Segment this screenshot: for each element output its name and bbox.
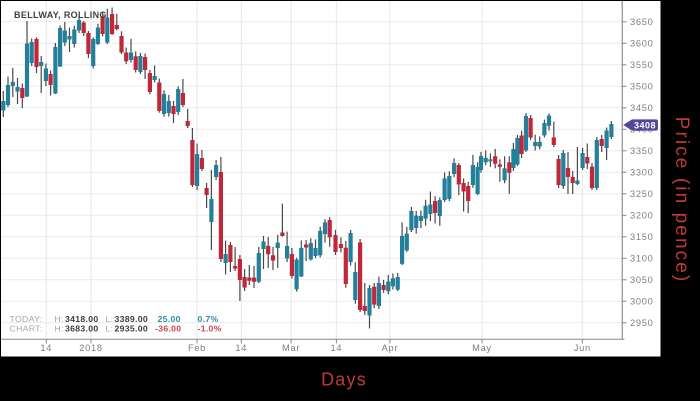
svg-text:3300: 3300 — [630, 168, 653, 178]
svg-text:Mar: Mar — [282, 343, 300, 353]
svg-text:3550: 3550 — [630, 60, 653, 70]
svg-text:L:: L: — [106, 324, 114, 334]
svg-text:3250: 3250 — [630, 189, 653, 199]
svg-text:CHART:: CHART: — [10, 324, 43, 334]
svg-text:3600: 3600 — [630, 39, 653, 49]
svg-text:14: 14 — [40, 343, 52, 353]
svg-text:3650: 3650 — [630, 17, 653, 27]
svg-text:3408: 3408 — [634, 120, 656, 130]
svg-text:May: May — [472, 343, 492, 353]
svg-text:-1.0%: -1.0% — [198, 324, 222, 334]
svg-text:3500: 3500 — [630, 82, 653, 92]
svg-text:2950: 2950 — [630, 318, 653, 328]
svg-text:TODAY:: TODAY: — [10, 314, 43, 324]
svg-text:2935.00: 2935.00 — [115, 324, 149, 334]
svg-text:3200: 3200 — [630, 211, 653, 221]
svg-text:Price (in pence): Price (in pence) — [671, 117, 692, 284]
svg-text:2018: 2018 — [79, 343, 102, 353]
svg-text:Days: Days — [321, 370, 367, 390]
svg-text:L:: L: — [106, 314, 114, 324]
svg-text:3450: 3450 — [630, 103, 653, 113]
svg-text:3150: 3150 — [630, 232, 653, 242]
svg-text:H:: H: — [55, 324, 64, 334]
svg-text:Apr: Apr — [382, 343, 399, 353]
svg-text:3350: 3350 — [630, 146, 653, 156]
svg-text:0.7%: 0.7% — [198, 314, 219, 324]
svg-text:3100: 3100 — [630, 254, 653, 264]
svg-text:Jun: Jun — [574, 343, 591, 353]
svg-text:3389.00: 3389.00 — [115, 314, 149, 324]
svg-text:BELLWAY, ROLLING: BELLWAY, ROLLING — [14, 10, 107, 20]
svg-text:14: 14 — [331, 343, 343, 353]
svg-text:14: 14 — [235, 343, 247, 353]
svg-text:Feb: Feb — [188, 343, 206, 353]
svg-text:3050: 3050 — [630, 275, 653, 285]
svg-text:-36.00: -36.00 — [155, 324, 181, 334]
svg-text:3683.00: 3683.00 — [65, 324, 99, 334]
svg-text:H:: H: — [55, 314, 64, 324]
svg-text:3418.00: 3418.00 — [65, 314, 99, 324]
svg-text:3000: 3000 — [630, 297, 653, 307]
svg-text:25.00: 25.00 — [158, 314, 181, 324]
